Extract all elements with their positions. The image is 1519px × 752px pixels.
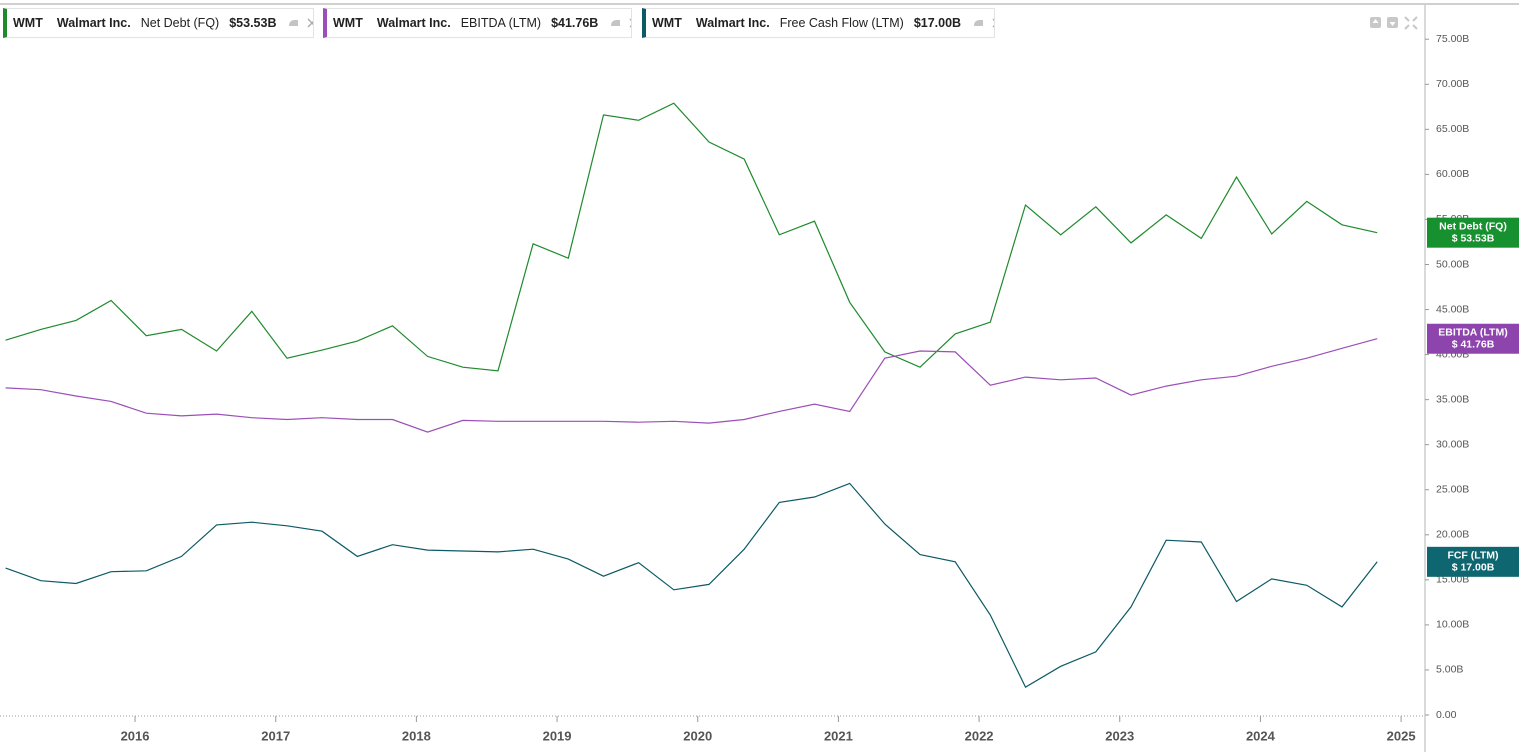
value-tag-value: $ 17.00B	[1452, 562, 1495, 574]
x-tick-label: 2023	[1105, 728, 1134, 743]
close-icon[interactable]	[992, 18, 994, 28]
settings-icon[interactable]	[611, 20, 621, 26]
legend-company: Walmart Inc.	[56, 16, 131, 30]
close-icon[interactable]	[307, 18, 313, 28]
value-tag-name: FCF (LTM)	[1447, 550, 1498, 562]
settings-icon[interactable]	[974, 20, 984, 26]
x-tick-label: 2019	[543, 728, 572, 743]
toolbar[interactable]	[1370, 16, 1418, 30]
y-tick-label: 0.00	[1436, 709, 1457, 721]
legend-item[interactable]: WMT Walmart Inc. EBITDA (LTM) $41.76B	[323, 8, 632, 38]
legend-series-name: Net Debt (FQ)	[140, 16, 220, 30]
value-tag-name: Net Debt (FQ)	[1439, 220, 1507, 232]
x-tick-label: 2025	[1387, 728, 1416, 743]
y-tick-label: 50.00B	[1436, 258, 1469, 270]
legend-value: $17.00B	[913, 16, 962, 30]
legend-item[interactable]: WMT Walmart Inc. Free Cash Flow (LTM) $17.0…	[642, 8, 995, 38]
icon	[1372, 19, 1379, 23]
x-tick-label: 2016	[121, 728, 150, 743]
icon	[1389, 22, 1396, 26]
x-tick-label: 2021	[824, 728, 853, 743]
legend-ticker: WMT	[333, 16, 363, 30]
y-tick-label: 25.00B	[1436, 484, 1469, 496]
legend-series-name: Free Cash Flow (LTM)	[779, 16, 904, 30]
value-tag: FCF (LTM)$ 17.00B	[1427, 546, 1519, 577]
series-line	[5, 102, 1378, 372]
collapse-button[interactable]	[1404, 16, 1418, 30]
value-tag: EBITDA (LTM)$ 41.76B	[1427, 323, 1519, 354]
y-tick-label: 70.00B	[1436, 78, 1469, 90]
legend-icons[interactable]	[608, 16, 631, 30]
y-tick-label: 30.00B	[1436, 438, 1469, 450]
x-tick-label: 2017	[261, 728, 290, 743]
value-tag-name: EBITDA (LTM)	[1438, 327, 1507, 339]
y-tick-label: 20.00B	[1436, 529, 1469, 541]
y-tick-label: 10.00B	[1436, 619, 1469, 631]
legend-icons[interactable]	[971, 16, 994, 30]
x-tick-label: 2020	[683, 728, 712, 743]
legend-icons[interactable]	[286, 16, 313, 30]
value-tag-bg	[1427, 217, 1519, 248]
y-tick-label: 45.00B	[1436, 303, 1469, 315]
legend-series-name: EBITDA (LTM)	[460, 16, 542, 30]
series-line	[5, 338, 1378, 433]
legend-company: Walmart Inc.	[376, 16, 451, 30]
y-tick-label: 35.00B	[1436, 393, 1469, 405]
legend-value: $53.53B	[229, 16, 277, 30]
value-tag-value: $ 41.76B	[1452, 339, 1495, 351]
value-tag-bg	[1427, 323, 1519, 354]
value-tag: Net Debt (FQ)$ 53.53B	[1427, 217, 1519, 248]
legend-value: $41.76B	[551, 16, 599, 30]
legend-ticker: WMT	[652, 16, 682, 30]
legend-company: Walmart Inc.	[695, 16, 770, 30]
y-tick-label: 65.00B	[1436, 123, 1469, 135]
y-tick-label: 75.00B	[1436, 33, 1469, 45]
settings-icon[interactable]	[289, 20, 299, 26]
value-tag-value: $ 53.53B	[1452, 232, 1495, 244]
series-line	[5, 482, 1378, 688]
x-tick-label: 2024	[1246, 728, 1276, 743]
x-tick-label: 2018	[402, 728, 431, 743]
y-tick-label: 60.00B	[1436, 168, 1469, 180]
y-tick-label: 5.00B	[1436, 664, 1463, 676]
legend-item[interactable]: WMT Walmart Inc. Net Debt (FQ) $53.53B	[3, 8, 314, 38]
value-tag-bg	[1427, 546, 1519, 577]
x-tick-label: 2022	[965, 728, 994, 743]
close-icon[interactable]	[629, 18, 631, 28]
legend-ticker: WMT	[13, 16, 43, 30]
